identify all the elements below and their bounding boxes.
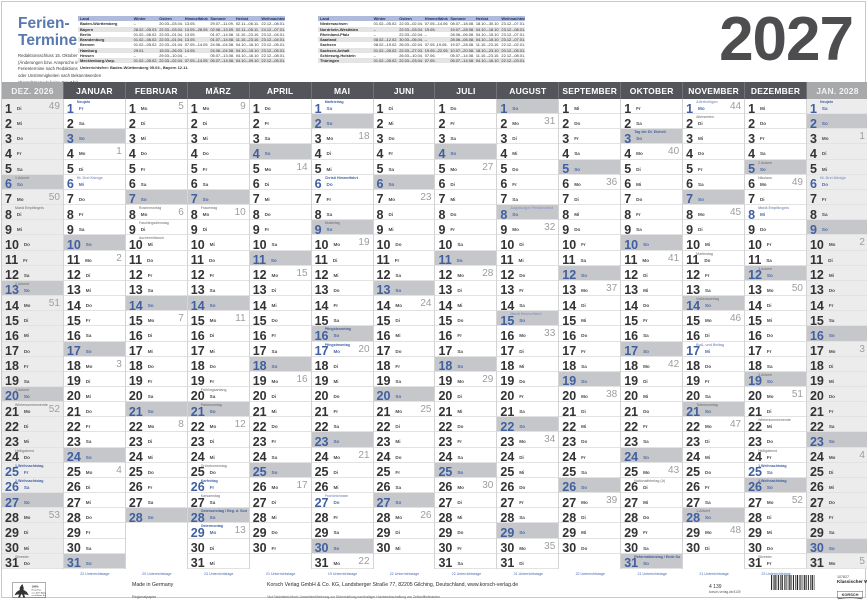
svg-text:Recycling-: Recycling- [32,590,42,592]
svg-text:100%: 100% [32,584,39,588]
svg-text:KORSCH: KORSCH [842,592,859,597]
svg-text:nach Blauer Engel: nach Blauer Engel [32,595,46,597]
svg-text:aus 100% Altpapier: aus 100% Altpapier [32,591,46,594]
